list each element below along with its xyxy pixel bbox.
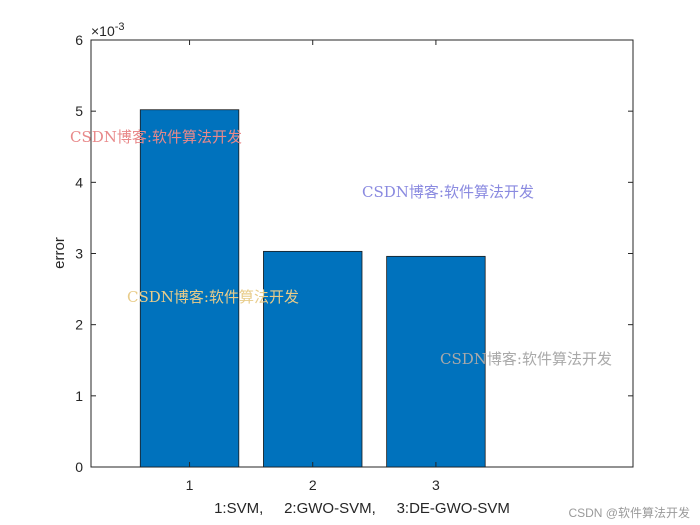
y-tick-label: 0 bbox=[75, 459, 83, 475]
y-exponent: ×10-3 bbox=[91, 21, 125, 39]
y-tick-label: 5 bbox=[75, 103, 83, 119]
y-axis-label: error bbox=[51, 237, 68, 269]
y-tick-label: 6 bbox=[75, 32, 83, 48]
y-tick-label: 1 bbox=[75, 388, 83, 404]
x-tick-label: 2 bbox=[309, 477, 317, 493]
watermark-2: CSDN博客:软件算法开发 bbox=[362, 183, 534, 201]
watermark-3: CSDN博客:软件算法开发 bbox=[127, 288, 299, 306]
x-tick-label: 1 bbox=[186, 477, 194, 493]
y-tick-label: 3 bbox=[75, 246, 83, 262]
bar-2 bbox=[263, 251, 362, 467]
y-tick-label: 4 bbox=[75, 174, 83, 190]
y-tick-label: 2 bbox=[75, 317, 83, 333]
credit-text: CSDN @软件算法开发 bbox=[568, 505, 690, 520]
plot-area: 0 1 2 3 4 5 6 1 2 3 bbox=[75, 32, 633, 493]
x-tick-label: 3 bbox=[432, 477, 440, 493]
x-axis-label: 1:SVM, 2:GWO-SVM, 3:DE-GWO-SVM bbox=[214, 500, 510, 517]
watermark-1: CSDN博客:软件算法开发 bbox=[70, 128, 242, 146]
watermark-4: CSDN博客:软件算法开发 bbox=[440, 350, 612, 368]
